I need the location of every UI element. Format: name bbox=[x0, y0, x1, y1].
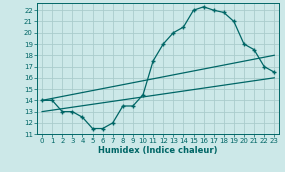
X-axis label: Humidex (Indice chaleur): Humidex (Indice chaleur) bbox=[98, 146, 218, 155]
